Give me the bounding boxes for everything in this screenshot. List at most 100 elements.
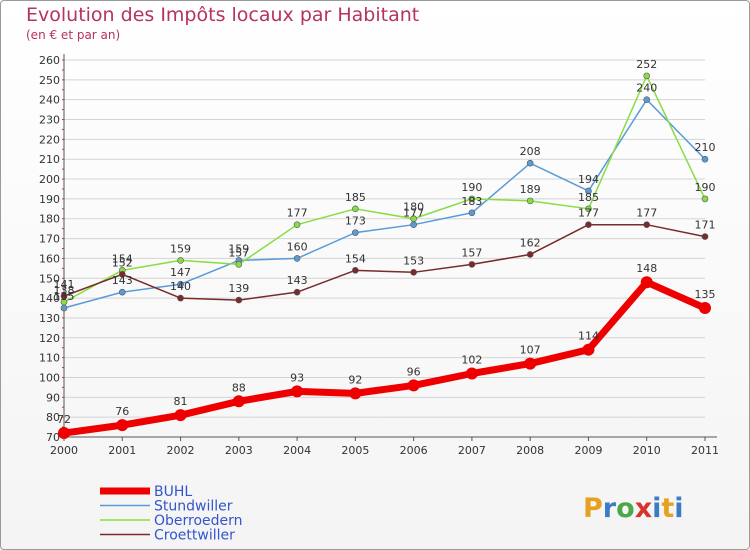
y-tick-label: 70	[46, 431, 60, 444]
data-label-stundwiller: 143	[112, 274, 133, 287]
data-label-oberroedern: 190	[695, 181, 716, 194]
data-point-stundwiller	[701, 155, 709, 163]
data-label-oberroedern: 154	[112, 252, 133, 265]
x-tick-label: 2002	[167, 444, 195, 457]
data-label-oberroedern: 138	[54, 284, 75, 297]
y-tick-label: 170	[39, 233, 60, 246]
data-label-stundwiller: 135	[54, 290, 75, 303]
y-tick-label: 100	[39, 371, 60, 384]
y-tick-label: 120	[39, 332, 60, 345]
data-label-stundwiller: 177	[403, 207, 424, 220]
data-point-croettwiller	[701, 233, 709, 240]
y-tick-label: 130	[39, 312, 60, 325]
x-tick-label: 2010	[633, 444, 661, 457]
data-label-croettwiller: 171	[695, 219, 716, 232]
data-label-croettwiller: 140	[170, 280, 191, 293]
data-label-croettwiller: 162	[520, 236, 541, 249]
y-tick-label: 90	[46, 391, 60, 404]
logo-letter: o	[616, 493, 635, 524]
data-label-oberroedern: 252	[636, 58, 657, 71]
data-point-croettwiller	[585, 221, 592, 228]
data-point-oberroedern	[585, 205, 592, 213]
legend-label-buhl: BUHL	[154, 484, 192, 500]
data-label-buhl: 76	[115, 405, 129, 418]
data-point-stundwiller	[352, 229, 359, 236]
series-lines	[58, 72, 711, 440]
data-label-oberroedern: 180	[403, 201, 424, 214]
logo-letter: i	[674, 493, 683, 524]
data-point-buhl	[174, 409, 187, 422]
data-label-buhl: 93	[290, 371, 304, 384]
logo-letter: P	[583, 493, 603, 524]
data-label-stundwiller: 160	[287, 240, 308, 253]
grid-lines	[64, 59, 705, 438]
data-label-buhl: 88	[232, 381, 246, 394]
y-tick-label: 240	[39, 94, 60, 107]
data-label-oberroedern: 185	[578, 191, 599, 204]
data-label-stundwiller: 159	[228, 242, 249, 255]
y-tick-label: 180	[39, 213, 60, 226]
data-point-croettwiller	[177, 294, 184, 302]
x-tick-label: 2003	[225, 444, 253, 457]
data-point-croettwiller	[235, 296, 243, 304]
series-line-croettwiller	[63, 223, 706, 301]
data-point-stundwiller	[177, 280, 184, 288]
y-tick-label: 140	[39, 292, 60, 305]
x-tick-label: 2009	[574, 444, 602, 457]
data-point-buhl	[232, 395, 245, 408]
y-tick-label: 110	[39, 352, 60, 365]
data-point-buhl	[582, 343, 595, 356]
legend-label-oberroedern: Oberroedern	[154, 513, 243, 529]
data-point-oberroedern	[235, 261, 243, 268]
data-point-oberroedern	[177, 257, 184, 264]
data-label-croettwiller: 177	[636, 207, 657, 220]
y-tick-label: 250	[39, 74, 60, 87]
data-point-croettwiller	[293, 288, 301, 296]
data-point-croettwiller	[526, 251, 534, 258]
data-label-stundwiller: 147	[170, 266, 191, 279]
data-label-buhl: 107	[520, 344, 541, 357]
data-point-buhl	[116, 419, 129, 432]
data-label-buhl: 148	[636, 262, 657, 275]
data-point-croettwiller	[643, 221, 651, 228]
data-label-oberroedern: 189	[520, 183, 541, 196]
data-point-buhl	[58, 427, 70, 440]
data-point-stundwiller	[468, 209, 476, 217]
data-point-stundwiller	[293, 255, 301, 262]
y-tick-label: 160	[39, 252, 60, 265]
data-point-buhl	[699, 302, 711, 315]
axes: 7080901001101201301401501601701801902002…	[39, 54, 719, 457]
data-label-buhl: 102	[461, 354, 482, 367]
data-point-buhl	[465, 367, 478, 380]
data-point-stundwiller	[60, 304, 68, 312]
data-point-oberroedern	[643, 72, 651, 80]
y-tick-label: 200	[39, 173, 60, 186]
data-label-croettwiller: 157	[461, 246, 482, 259]
data-point-buhl	[407, 379, 420, 392]
data-label-stundwiller: 194	[578, 173, 599, 186]
x-tick-label: 2004	[283, 444, 311, 457]
data-label-croettwiller: 139	[228, 282, 249, 295]
data-point-oberroedern	[468, 195, 476, 203]
logo-text: Proxiti	[583, 493, 684, 524]
data-point-buhl	[524, 357, 537, 370]
logo-letter: x	[635, 493, 652, 524]
data-point-stundwiller	[526, 159, 534, 167]
data-point-stundwiller	[585, 187, 592, 195]
legend-label-croettwiller: Croettwiller	[154, 528, 235, 544]
data-label-oberroedern: 159	[170, 242, 191, 255]
x-tick-label: 2006	[400, 444, 428, 457]
data-point-croettwiller	[60, 292, 68, 300]
legend-label-stundwiller: Stundwiller	[154, 499, 233, 515]
data-label-oberroedern: 157	[228, 246, 249, 259]
data-label-croettwiller: 152	[112, 256, 133, 269]
data-label-stundwiller: 208	[520, 145, 541, 158]
data-point-croettwiller	[468, 261, 476, 268]
data-label-buhl: 72	[57, 413, 71, 426]
y-tick-label: 80	[46, 411, 60, 424]
data-label-buhl: 81	[174, 395, 188, 408]
logo-letter: r	[603, 493, 617, 524]
